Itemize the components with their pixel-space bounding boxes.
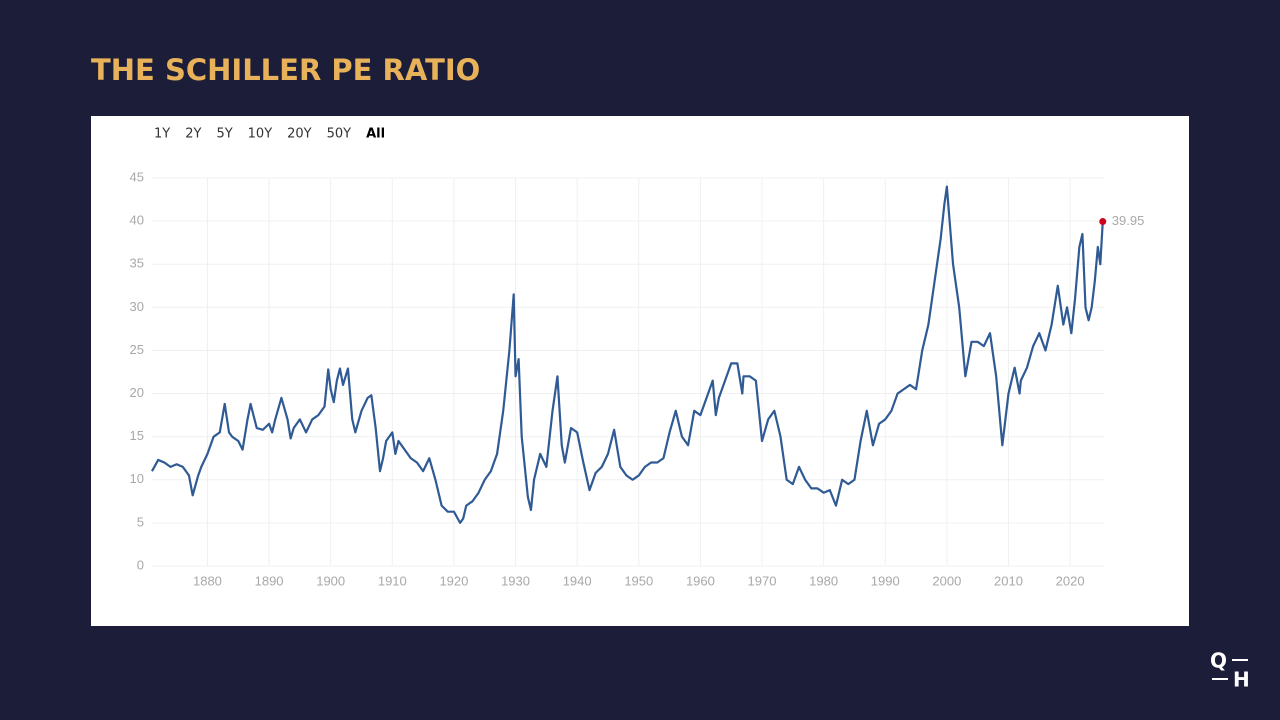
- y-tick-label: 10: [130, 471, 144, 486]
- x-tick-label: 1990: [871, 573, 900, 588]
- end-marker: [1099, 218, 1107, 226]
- range-button[interactable]: 50Y: [327, 127, 352, 142]
- x-tick-label: 1930: [501, 573, 530, 588]
- x-tick-label: 1970: [748, 573, 777, 588]
- x-tick-label: 1920: [439, 573, 468, 588]
- range-button[interactable]: 10Y: [248, 127, 273, 142]
- range-button[interactable]: All: [366, 127, 385, 142]
- y-tick-label: 30: [130, 299, 144, 314]
- y-tick-label: 20: [130, 385, 144, 400]
- chart-panel: [91, 116, 1189, 626]
- y-tick-label: 5: [137, 514, 144, 529]
- y-tick-label: 45: [130, 169, 144, 184]
- x-tick-label: 2010: [994, 573, 1023, 588]
- x-tick-label: 1980: [809, 573, 838, 588]
- x-tick-label: 1950: [624, 573, 653, 588]
- range-button[interactable]: 5Y: [216, 127, 232, 142]
- line-series: [151, 185, 1104, 524]
- y-tick-label: 40: [130, 213, 144, 228]
- range-button[interactable]: 2Y: [185, 127, 201, 142]
- x-tick-label: 1910: [378, 573, 407, 588]
- x-tick-label: 2020: [1056, 573, 1085, 588]
- logo-top: Q: [1210, 649, 1227, 673]
- y-tick-label: 15: [130, 428, 144, 443]
- range-button[interactable]: 1Y: [154, 127, 170, 142]
- x-tick-label: 1960: [686, 573, 715, 588]
- logo-bottom: H: [1233, 668, 1250, 692]
- x-tick-label: 2000: [932, 573, 961, 588]
- x-tick-label: 1890: [255, 573, 284, 588]
- slide-title: THE SCHILLER PE RATIO: [91, 53, 480, 87]
- y-tick-label: 0: [137, 557, 144, 572]
- x-tick-label: 1880: [193, 573, 222, 588]
- end-value-label: 39.95: [1112, 213, 1145, 228]
- y-tick-label: 25: [130, 342, 144, 357]
- range-button[interactable]: 20Y: [287, 127, 312, 142]
- y-tick-label: 35: [130, 256, 144, 271]
- x-tick-label: 1900: [316, 573, 345, 588]
- x-tick-label: 1940: [563, 573, 592, 588]
